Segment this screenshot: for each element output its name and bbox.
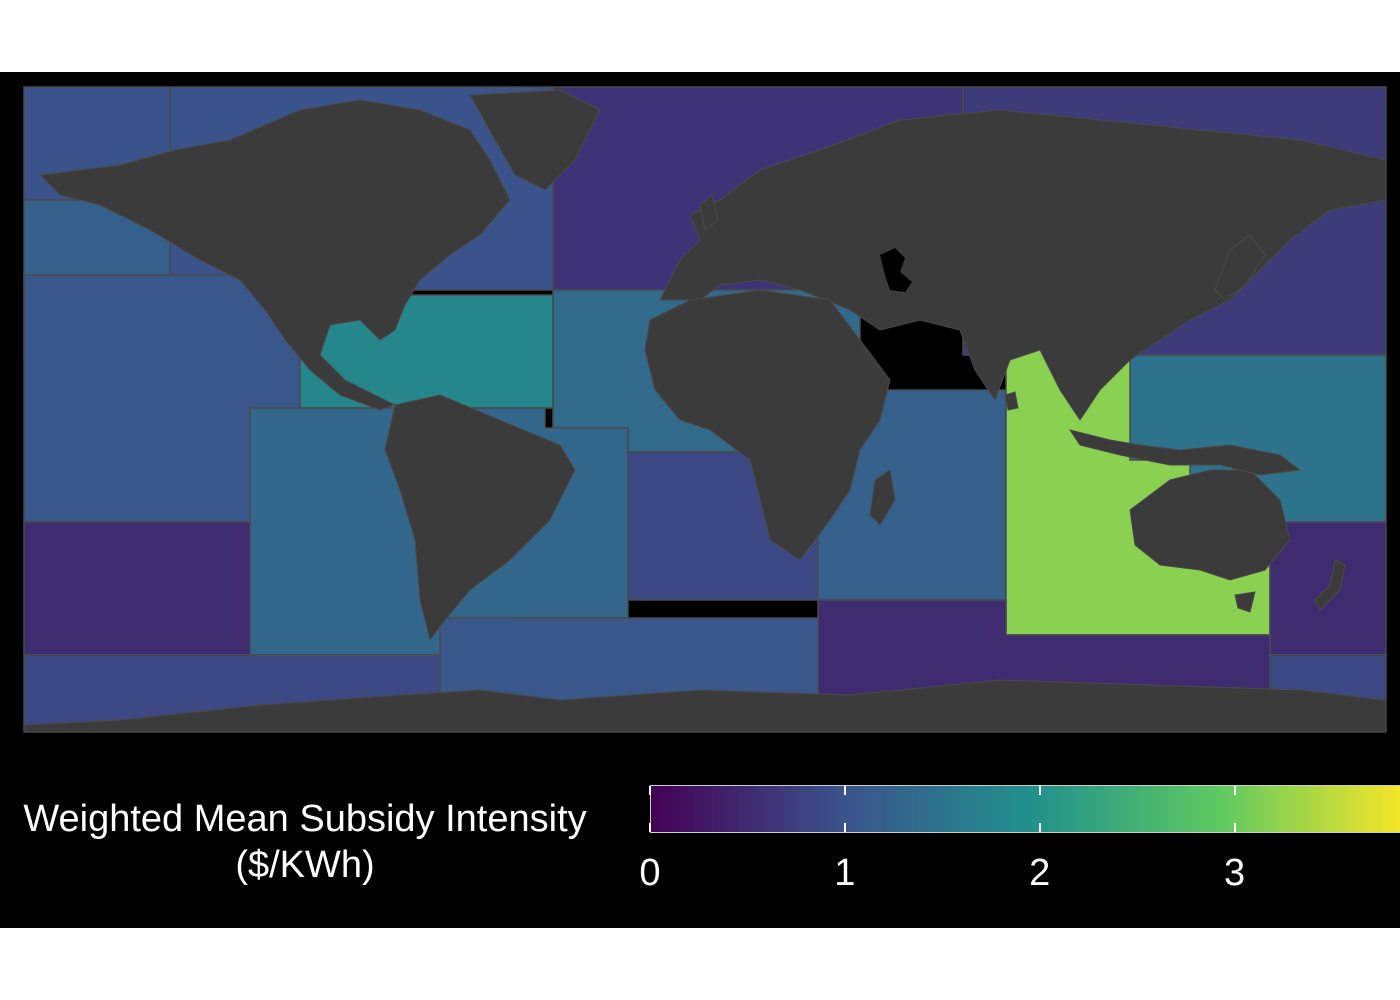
colorbar-tick-label: 2 xyxy=(1029,852,1051,894)
colorbar-tick-label: 1 xyxy=(834,852,856,894)
land-antarctica xyxy=(23,679,1387,733)
region-south-pacific xyxy=(23,521,251,656)
land-australia xyxy=(1129,469,1291,581)
caspian-sea xyxy=(880,248,912,292)
colorbar-tick-mark xyxy=(843,786,846,795)
colorbar-tick-mark xyxy=(1233,786,1236,795)
colorbar-tick-mark xyxy=(1038,823,1041,832)
land-europe-asia xyxy=(659,109,1387,421)
colorbar-tick-mark xyxy=(1038,786,1041,795)
land-sri-lanka xyxy=(1004,391,1019,411)
legend-title-line1: Weighted Mean Subsidy Intensity xyxy=(23,798,587,840)
land-indonesia xyxy=(1068,429,1302,476)
land-greenland xyxy=(469,89,601,191)
legend-title: Weighted Mean Subsidy Intensity ($/KWh) xyxy=(0,796,650,888)
land-south-america xyxy=(384,394,576,642)
colorbar-tick-mark xyxy=(649,823,651,832)
land-tasmania xyxy=(1234,591,1256,613)
land-madagascar xyxy=(869,469,896,526)
colorbar-tick-label: 3 xyxy=(1224,852,1246,894)
colorbar-tick-mark xyxy=(649,786,651,795)
land-uk xyxy=(699,194,719,231)
landmasses xyxy=(23,89,1387,733)
land-africa xyxy=(644,289,891,561)
land-new-zealand xyxy=(1314,559,1346,611)
colorbar-tick-label: 0 xyxy=(639,852,661,894)
colorbar-tick-mark xyxy=(843,823,846,832)
land-north-america xyxy=(38,99,511,411)
land-japan xyxy=(1214,234,1266,301)
colorbar xyxy=(650,785,1400,833)
legend-title-line2: ($/KWh) xyxy=(235,844,375,886)
colorbar-tick-mark xyxy=(1233,823,1236,832)
